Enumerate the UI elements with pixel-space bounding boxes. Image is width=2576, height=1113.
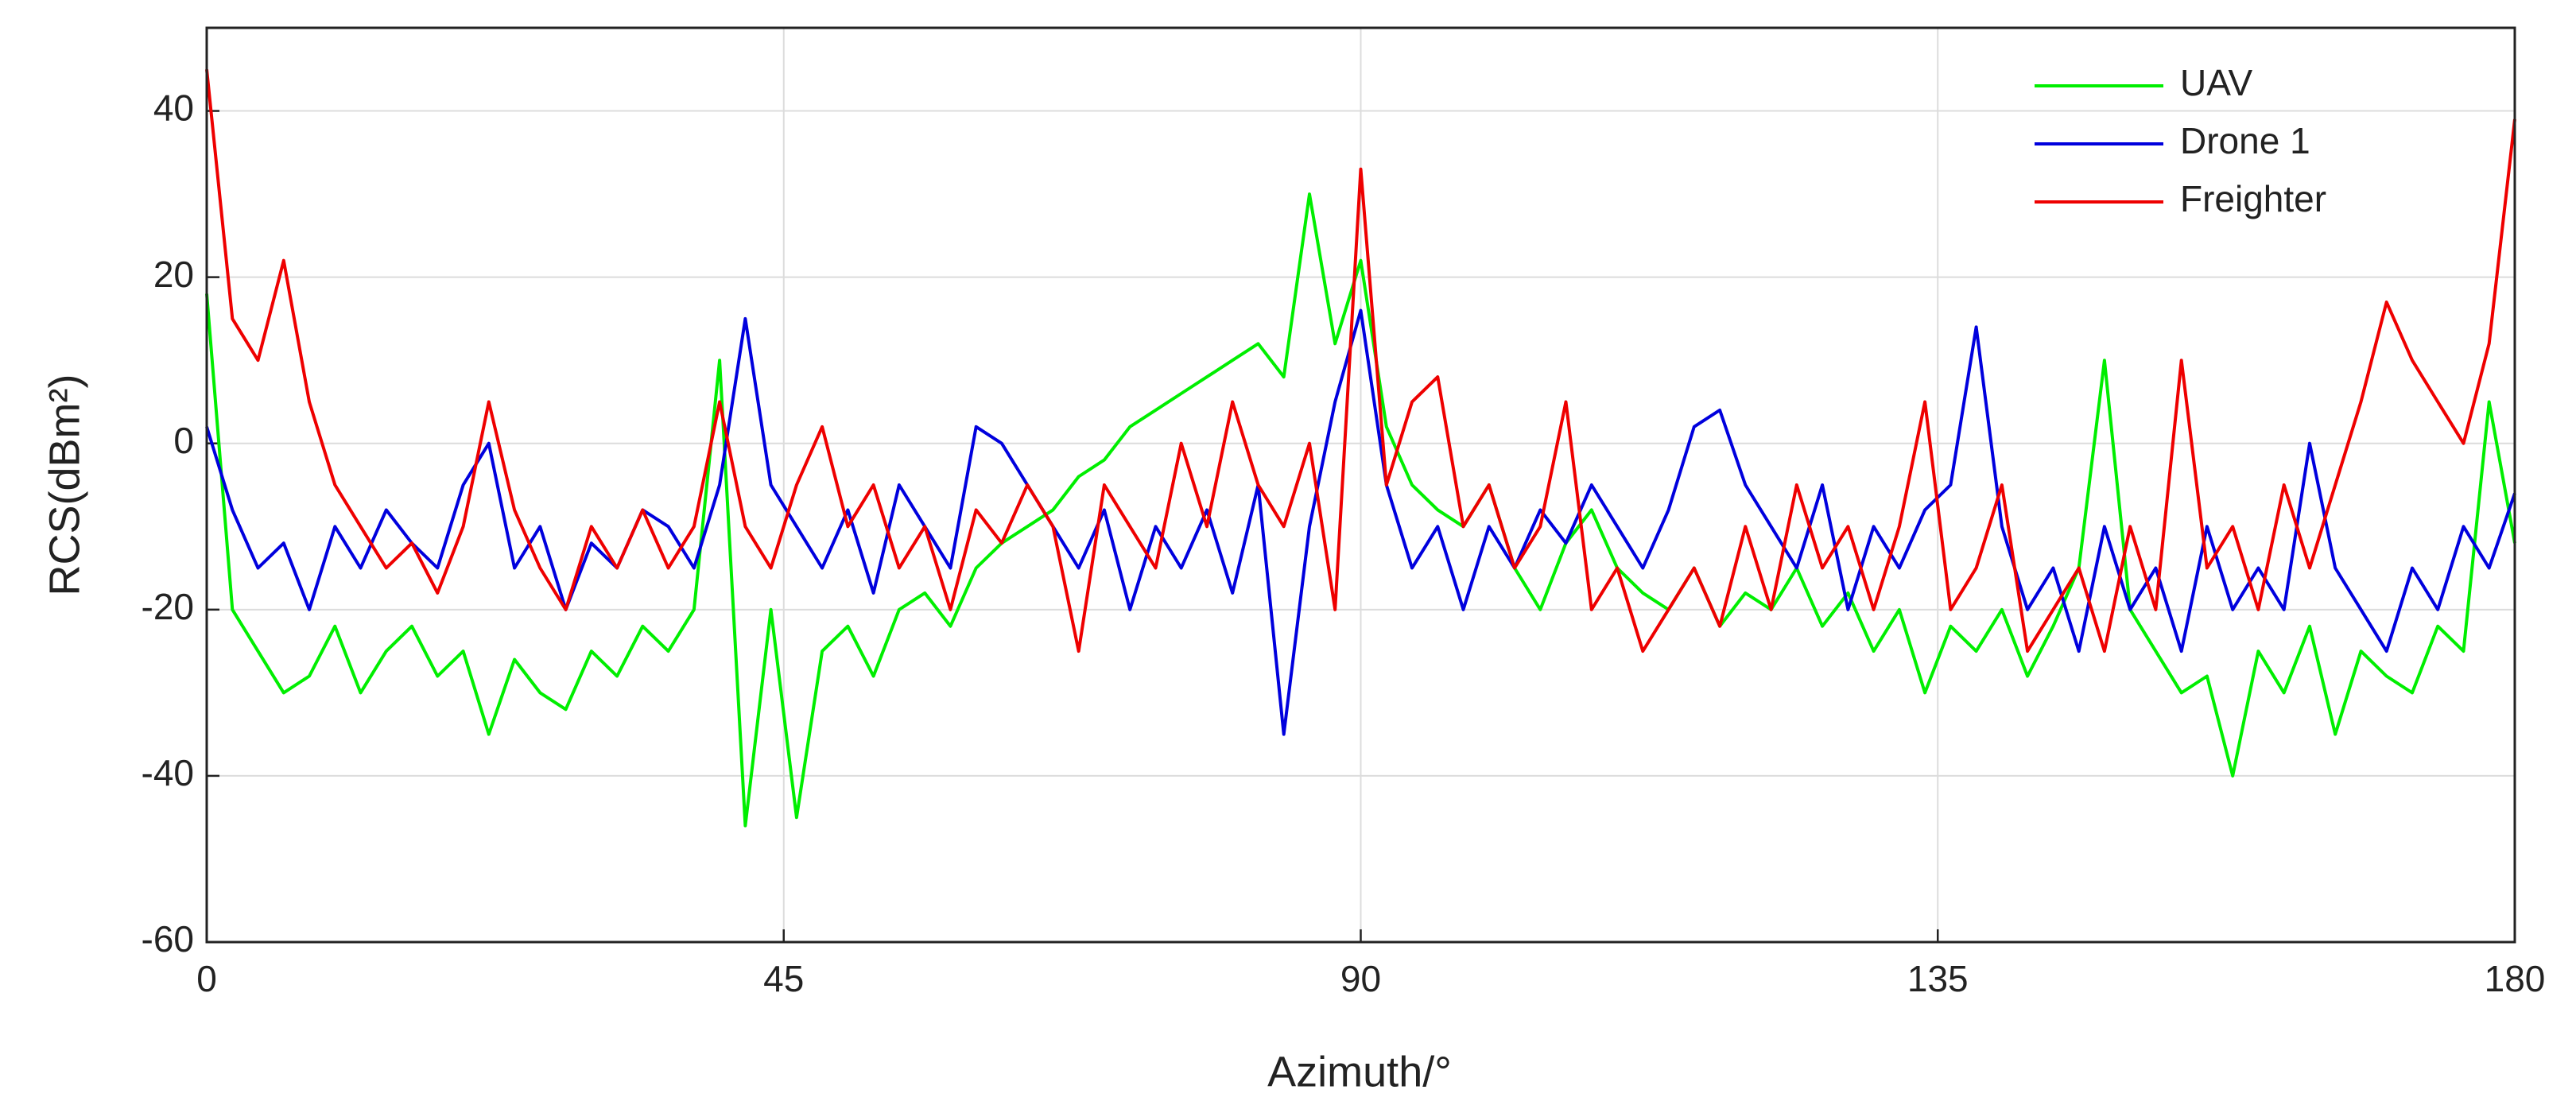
series-line	[205, 69, 2516, 653]
x-tick-label: 135	[1907, 958, 1969, 999]
y-tick-label: -60	[142, 918, 194, 960]
y-tick-label: 20	[153, 254, 194, 295]
y-tick-label: 40	[153, 87, 194, 129]
legend-label: Freighter	[2180, 178, 2326, 219]
y-tick-label: -20	[142, 586, 194, 627]
x-tick-label: 0	[196, 958, 217, 999]
x-axis-label: Azimuth/°	[1267, 1048, 1452, 1096]
y-axis-label: RCS(dBm²)	[41, 374, 88, 596]
y-tick-label: 0	[173, 420, 194, 461]
y-tick-label: -40	[142, 752, 194, 793]
plot-frame	[205, 26, 2516, 944]
legend-label: UAV	[2180, 62, 2252, 103]
x-tick-label: 45	[763, 958, 804, 999]
legend-label: Drone 1	[2180, 120, 2310, 161]
x-tick-label: 90	[1340, 958, 1381, 999]
x-tick-label: 180	[2485, 958, 2546, 999]
series-line	[205, 308, 2516, 736]
